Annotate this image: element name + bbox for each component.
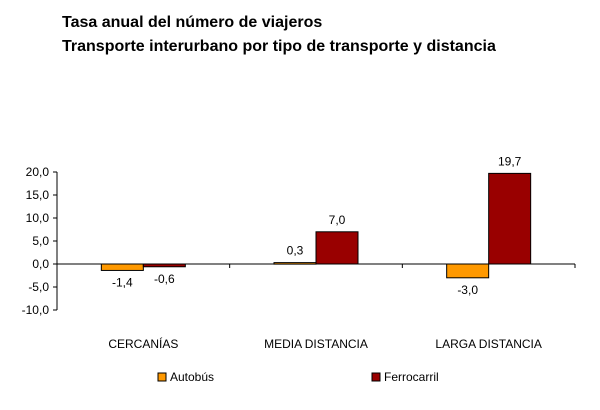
bar	[142, 263, 186, 268]
data-label: -1,4	[112, 275, 133, 289]
legend-label: Ferrocarril	[384, 370, 439, 384]
category-label: MEDIA DISTANCIA	[264, 337, 368, 351]
bar	[273, 262, 317, 265]
bar	[100, 263, 144, 271]
y-tick-label: 5,0	[32, 234, 49, 248]
legend-swatch	[371, 372, 381, 382]
bar	[315, 231, 359, 265]
data-label: -3,0	[457, 283, 478, 297]
y-tick-label: -10,0	[22, 303, 50, 317]
y-tick-label: 0,0	[32, 257, 49, 271]
legend-label: Autobús	[170, 370, 214, 384]
chart-title: Tasa anual del número de viajeros	[62, 14, 323, 31]
y-tick-label: -5,0	[28, 280, 49, 294]
y-tick-label: 15,0	[26, 188, 50, 202]
y-tick-label: 10,0	[26, 211, 50, 225]
category-label: CERCANÍAS	[108, 336, 178, 351]
legend-swatch	[157, 372, 167, 382]
data-label: 0,3	[287, 244, 304, 258]
data-label: 7,0	[329, 213, 346, 227]
data-label: 19,7	[498, 154, 522, 168]
category-label: LARGA DISTANCIA	[435, 337, 541, 351]
data-label: -0,6	[154, 272, 175, 286]
chart-subtitle: Transporte interurbano por tipo de trans…	[62, 38, 496, 55]
y-tick-label: 20,0	[26, 165, 50, 179]
bar	[488, 172, 532, 265]
bar	[446, 263, 490, 279]
